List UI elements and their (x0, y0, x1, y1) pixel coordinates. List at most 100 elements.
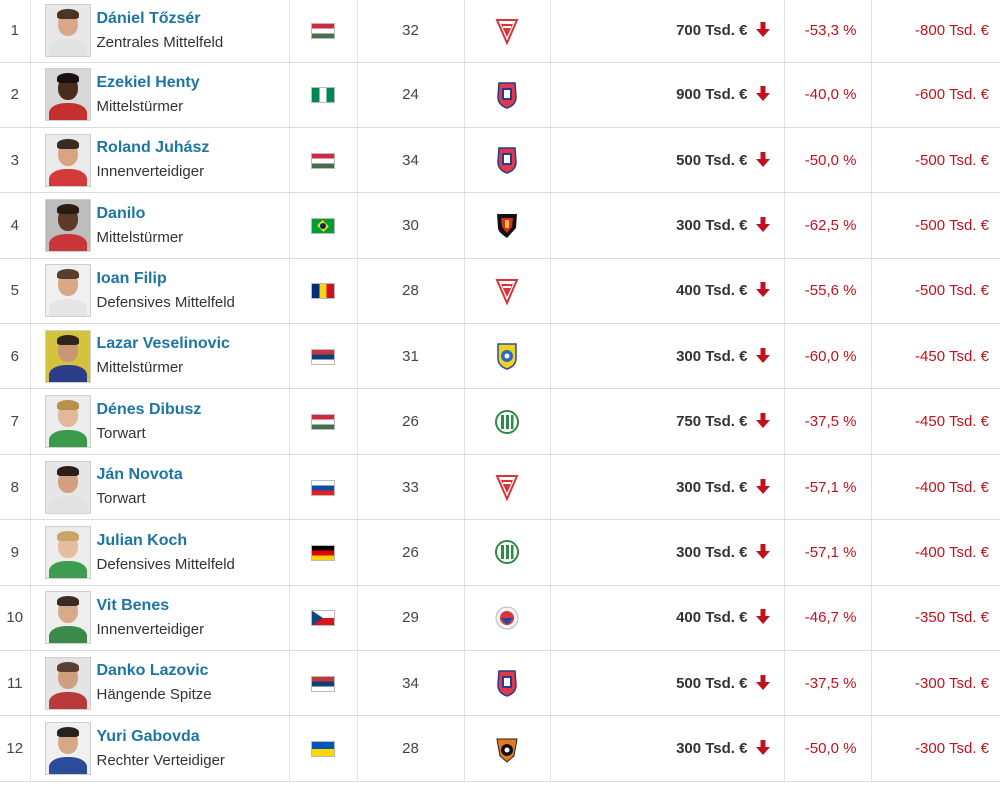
nationality-cell (289, 585, 358, 652)
club-cell[interactable] (464, 323, 551, 390)
arrow-down-icon (748, 86, 770, 103)
player-photo[interactable] (44, 591, 91, 645)
player-position: Innenverteidiger (96, 163, 205, 181)
club-cell[interactable] (464, 715, 551, 782)
percent-change-cell: -40,0 % (784, 62, 872, 128)
flag-cz-icon (311, 610, 335, 627)
player-photo[interactable] (44, 722, 91, 776)
player-photo[interactable] (44, 68, 91, 122)
player-position: Torwart (96, 424, 146, 442)
club-crest-videoton-icon[interactable] (494, 670, 520, 697)
club-crest-honved-icon[interactable] (494, 214, 520, 239)
arrow-down-icon (748, 543, 770, 561)
market-value: 500 Tsd. € (676, 674, 748, 692)
club-cell[interactable] (464, 519, 551, 586)
market-value: 400 Tsd. € (676, 282, 748, 300)
arrow-down-icon (748, 151, 770, 169)
rank-cell: 4 (0, 192, 31, 259)
nationality-cell (289, 192, 358, 259)
player-position: Defensives Mittelfeld (96, 293, 235, 311)
table-row: 5 Ioan Filip Defensives Mittelfeld 28 400 Ts… (0, 258, 1000, 325)
market-value: 900 Tsd. € (676, 86, 748, 104)
flag-hu-icon (311, 23, 335, 40)
club-cell[interactable] (464, 127, 551, 194)
table-row: 4 Danilo Mittelstürmer 30 300 Tsd. € -62,5 % -… (0, 192, 1000, 259)
player-position: Mittelstürmer (96, 359, 184, 377)
player-photo[interactable] (44, 656, 91, 710)
player-photo[interactable] (44, 460, 91, 514)
club-crest-debrecen-icon[interactable] (494, 278, 520, 306)
player-name-link[interactable]: Danko Lazovic (96, 662, 209, 680)
market-value: 500 Tsd. € (676, 151, 748, 169)
player-name-link[interactable]: Roland Juhász (96, 139, 210, 157)
player-photo[interactable] (44, 198, 91, 252)
arrow-down-icon (748, 22, 770, 39)
player-photo[interactable] (44, 329, 91, 383)
player-name-link[interactable]: Ján Novota (96, 466, 183, 484)
age-cell: 26 (357, 519, 465, 586)
player-position: Mittelstürmer (96, 97, 184, 115)
flag-hu-icon (311, 152, 335, 169)
player-photo[interactable] (44, 264, 91, 318)
table-row: 10 Vit Benes Innenverteidiger 29 400 Tsd. € -… (0, 585, 1000, 652)
market-value-cell: 300 Tsd. € (550, 192, 785, 259)
club-crest-puskas-icon[interactable] (494, 343, 520, 371)
player-position: Hängende Spitze (96, 686, 212, 704)
player-photo[interactable] (44, 133, 91, 187)
club-cell[interactable] (464, 192, 551, 259)
flag-rs-icon (311, 675, 335, 692)
table-row: 1 Dániel Tőzsér Zentrales Mittelfeld 32 700 … (0, 0, 1000, 63)
player-name-link[interactable]: Ioan Filip (96, 269, 167, 287)
club-crest-debrecen-icon[interactable] (494, 475, 520, 502)
player-photo[interactable] (44, 395, 91, 449)
market-value-cell: 300 Tsd. € (550, 715, 785, 782)
player-name-link[interactable]: Vit Benes (96, 596, 170, 614)
player-name-link[interactable]: Danilo (96, 204, 146, 222)
player-cell: Ján Novota Torwart (30, 454, 290, 521)
club-cell[interactable] (464, 454, 551, 521)
player-photo[interactable] (44, 525, 91, 579)
player-cell: Danilo Mittelstürmer (30, 192, 290, 259)
flag-hu-icon (311, 414, 335, 431)
club-cell[interactable] (464, 585, 551, 652)
market-value: 300 Tsd. € (676, 740, 748, 758)
club-crest-mezokovesd-icon[interactable] (494, 738, 520, 763)
player-name-link[interactable]: Yuri Gabovda (96, 727, 200, 745)
market-value: 300 Tsd. € (676, 216, 748, 234)
player-cell: Dániel Tőzsér Zentrales Mittelfeld (30, 0, 290, 63)
club-cell[interactable] (464, 388, 551, 455)
player-position: Mittelstürmer (96, 228, 184, 246)
percent-change-cell: -46,7 % (784, 585, 872, 652)
club-crest-vasas-icon[interactable] (494, 606, 520, 630)
club-cell[interactable] (464, 258, 551, 325)
player-photo[interactable] (44, 4, 91, 58)
club-cell[interactable] (464, 650, 551, 717)
player-position: Torwart (96, 490, 146, 508)
market-value: 700 Tsd. € (676, 22, 748, 40)
player-name-link[interactable]: Ezekiel Henty (96, 73, 200, 91)
club-cell[interactable] (464, 62, 551, 128)
value-difference-cell: -500 Tsd. € (871, 258, 1000, 325)
club-crest-ferencvaros-icon[interactable] (494, 540, 520, 565)
nationality-cell (289, 127, 358, 194)
player-name-link[interactable]: Julian Koch (96, 531, 188, 549)
club-crest-videoton-icon[interactable] (494, 147, 520, 174)
nationality-cell (289, 715, 358, 782)
player-name-link[interactable]: Dániel Tőzsér (96, 9, 201, 27)
rank-cell: 8 (0, 454, 31, 521)
rank-cell: 5 (0, 258, 31, 325)
percent-change-cell: -37,5 % (784, 388, 872, 455)
club-crest-ferencvaros-icon[interactable] (494, 409, 520, 434)
nationality-cell (289, 519, 358, 586)
club-crest-videoton-icon[interactable] (494, 81, 520, 109)
age-cell: 34 (357, 127, 465, 194)
club-crest-debrecen-icon[interactable] (494, 18, 520, 46)
player-cell: Danko Lazovic Hängende Spitze (30, 650, 290, 717)
market-value-cell: 500 Tsd. € (550, 650, 785, 717)
rank-cell: 7 (0, 388, 31, 455)
club-cell[interactable] (464, 0, 551, 63)
player-name-link[interactable]: Lazar Veselinovic (96, 335, 230, 353)
arrow-down-icon (748, 674, 770, 692)
player-name-link[interactable]: Dénes Dibusz (96, 400, 202, 418)
